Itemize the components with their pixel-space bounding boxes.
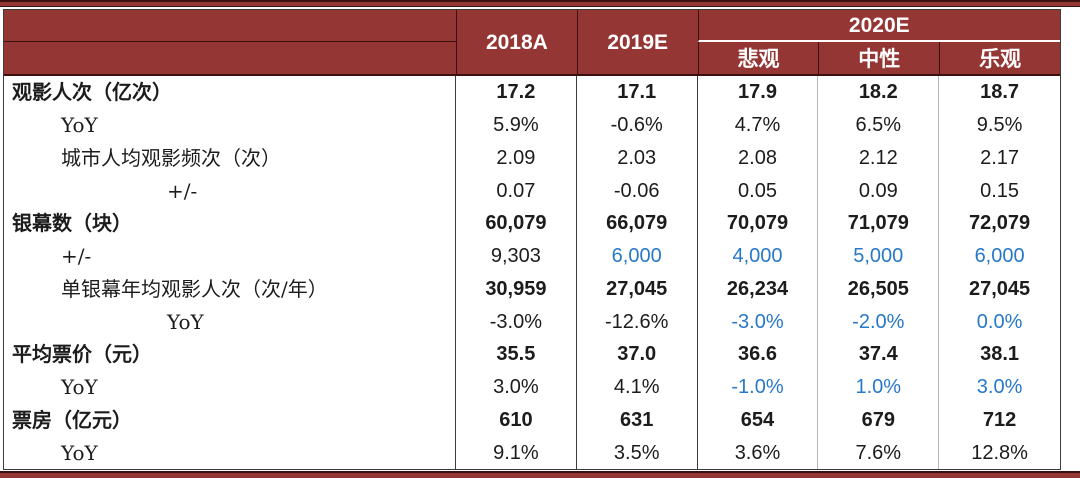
cell-value: 712 <box>982 408 1017 431</box>
table-row: YoY -3.0% -12.6% -3.0% -2.0% 0.0% <box>4 305 1060 338</box>
table-row: 平均票价（元） 35.5 37.0 36.6 37.4 38.1 <box>4 338 1060 371</box>
cell-value: 6,000 <box>577 239 698 273</box>
cell-value: 7.6% <box>818 436 940 469</box>
row-label: 平均票价（元） <box>4 338 456 371</box>
cell-value: -3.0% <box>456 305 577 338</box>
cell-value: 3.0% <box>456 370 577 404</box>
cell-value: 3.6% <box>698 436 819 469</box>
row-label: YoY <box>4 108 456 142</box>
cell-value: -3.0% <box>698 305 819 338</box>
cell-value: 30,959 <box>456 272 577 306</box>
cell-value: 6.5% <box>818 108 940 142</box>
cell-value: 654 <box>698 403 819 437</box>
cell-value: 4,000 <box>698 239 819 273</box>
cell-value: 72,079 <box>969 212 1031 235</box>
table-row: YoY 5.9% -0.6% 4.7% 6.5% 9.5% <box>4 108 1060 142</box>
cell-value: 5.9% <box>456 108 577 142</box>
cell-value: 5,000 <box>818 239 940 273</box>
table-row: 单银幕年均观影人次（次/年） 30,959 27,045 26,234 26,505 27… <box>4 272 1060 306</box>
row-label: YoY <box>4 436 456 469</box>
cell-value: 3.5% <box>577 436 698 469</box>
cell-value: -2.0% <box>818 305 940 338</box>
cell-value: 70,079 <box>698 207 819 240</box>
cell-value: 2.17 <box>980 146 1020 169</box>
cell-value: 26,234 <box>698 272 819 306</box>
cell-value: 2.03 <box>577 141 698 175</box>
cell-value: 2.08 <box>698 141 819 175</box>
cell-value: 0.0% <box>976 310 1023 333</box>
table-row: +/- 9,303 6,000 4,000 5,000 6,000 <box>4 239 1060 273</box>
cell-value: 60,079 <box>456 207 577 240</box>
cell-value: 4.7% <box>698 108 819 142</box>
table-row: 观影人次（亿次） 17.2 17.1 17.9 18.2 18.7 <box>4 76 1060 109</box>
cell-value: 17.1 <box>577 76 698 109</box>
cell-value: 71,079 <box>818 207 940 240</box>
cell-value: 0.15 <box>980 179 1020 202</box>
cell-value: 0.09 <box>818 174 940 207</box>
table-row: YoY 3.0% 4.1% -1.0% 1.0% 3.0% <box>4 370 1060 404</box>
cell-value: -1.0% <box>698 370 819 404</box>
table-row: 城市人均观影频次（次） 2.09 2.03 2.08 2.12 2.17 <box>4 141 1060 175</box>
cell-value: 37.0 <box>577 338 698 371</box>
cell-value: 9,303 <box>456 239 577 273</box>
row-label: 银幕数（块） <box>4 207 456 240</box>
header-col-optimistic: 乐观 <box>939 42 1060 74</box>
row-label: YoY <box>4 305 456 338</box>
header-col-2018a: 2018A <box>456 10 577 74</box>
cell-value: 38.1 <box>980 343 1020 366</box>
cell-value: 36.6 <box>698 338 819 371</box>
table-row: 银幕数（块） 60,079 66,079 70,079 71,079 72,079 <box>4 207 1060 240</box>
header-label-cell-top <box>4 10 456 42</box>
cell-value: 37.4 <box>818 338 940 371</box>
cell-value: 3.0% <box>976 376 1023 399</box>
cell-value: 6,000 <box>974 245 1025 268</box>
table-body: 观影人次（亿次） 17.2 17.1 17.9 18.2 18.7 YoY 5.9% -0.6%… <box>4 76 1060 469</box>
cell-value: 27,045 <box>969 277 1031 300</box>
header-col-neutral: 中性 <box>818 42 939 74</box>
cell-value: 2.09 <box>456 141 577 175</box>
row-label: 票房（亿元） <box>4 403 456 437</box>
header-col-2019e: 2019E <box>576 10 698 74</box>
cell-value: 9.5% <box>976 114 1023 137</box>
cell-value: 0.07 <box>456 174 577 207</box>
cell-value: -12.6% <box>577 305 698 338</box>
table-row: YoY 9.1% 3.5% 3.6% 7.6% 12.8% <box>4 436 1060 469</box>
table-header: 2018A 2019E 2020E 悲观 中性 乐观 <box>4 10 1060 76</box>
header-group-2020e: 2020E <box>697 10 1060 42</box>
row-label: +/- <box>4 174 456 207</box>
cell-value: 610 <box>456 403 577 437</box>
cell-value: 17.9 <box>698 76 819 109</box>
cell-value: 17.2 <box>456 76 577 109</box>
bottom-accent-bar <box>0 471 1080 478</box>
header-label-cell-bottom <box>4 42 456 74</box>
forecast-table: 2018A 2019E 2020E 悲观 中性 乐观 观影人次（亿次） 17.2 1… <box>3 9 1061 470</box>
cell-value: 679 <box>818 403 940 437</box>
cell-value: -0.06 <box>577 174 698 207</box>
cell-value: 27,045 <box>577 272 698 306</box>
row-label: YoY <box>4 370 456 404</box>
row-label: 观影人次（亿次） <box>4 76 456 109</box>
cell-value: 2.12 <box>818 141 940 175</box>
cell-value: 4.1% <box>577 370 698 404</box>
table-row: +/- 0.07 -0.06 0.05 0.09 0.15 <box>4 174 1060 207</box>
header-col-pessimistic: 悲观 <box>697 42 819 74</box>
cell-value: 26,505 <box>818 272 940 306</box>
cell-value: -0.6% <box>577 108 698 142</box>
cell-value: 631 <box>577 403 698 437</box>
table-row: 票房（亿元） 610 631 654 679 712 <box>4 403 1060 437</box>
cell-value: 12.8% <box>971 441 1028 464</box>
cell-value: 66,079 <box>577 207 698 240</box>
row-label: 城市人均观影频次（次） <box>4 141 456 175</box>
top-accent-bar <box>0 0 1080 7</box>
row-label: 单银幕年均观影人次（次/年） <box>4 272 456 306</box>
cell-value: 9.1% <box>456 436 577 469</box>
cell-value: 18.2 <box>818 76 940 109</box>
cell-value: 1.0% <box>818 370 940 404</box>
cell-value: 0.05 <box>698 174 819 207</box>
cell-value: 35.5 <box>456 338 577 371</box>
cell-value: 18.7 <box>980 81 1020 104</box>
row-label: +/- <box>4 239 456 273</box>
